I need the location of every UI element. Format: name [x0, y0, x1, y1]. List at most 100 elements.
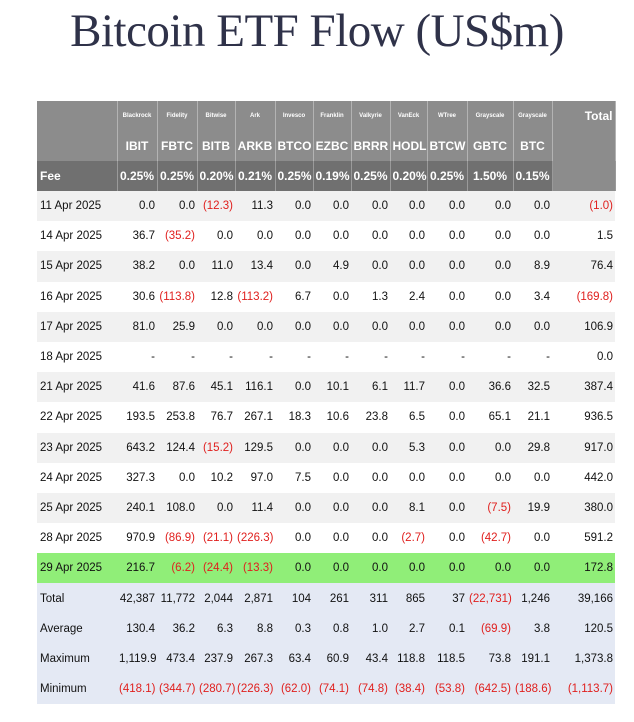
- flow-cell: -: [275, 341, 313, 373]
- stat-cell: (226.3): [235, 674, 275, 705]
- table-row: 14 Apr 2025 36.7 (35.2) 0.0 0.0 0.0 0.0 0.0 0.0 0…: [37, 221, 615, 252]
- flow-cell: 970.9: [117, 523, 157, 554]
- table-row: 23 Apr 2025 643.2 124.4 (15.2) 129.5 0.0 0.0 0.…: [37, 432, 615, 463]
- flow-cell: 0.0: [427, 492, 467, 524]
- flow-cell: 0.0: [197, 492, 235, 524]
- flow-cell: 8.1: [390, 492, 427, 524]
- flow-cell: 97.0: [235, 462, 275, 493]
- flow-cell: (42.7): [467, 523, 513, 554]
- fee-value: 0.20%: [197, 161, 236, 191]
- flow-cell: 18.3: [275, 402, 313, 433]
- flow-cell: 0.0: [313, 432, 351, 463]
- header-corner: [37, 101, 118, 131]
- flow-cell: 0.0: [351, 523, 390, 554]
- stat-cell: 865: [390, 583, 427, 614]
- flow-cell: 0.0: [467, 221, 513, 252]
- issuer-label: Fidelity: [157, 101, 198, 131]
- flow-cell: 76.7: [197, 402, 235, 433]
- stat-cell: 36.2: [157, 613, 197, 644]
- stat-cell: 63.4: [275, 643, 313, 674]
- flow-cell: 0.0: [313, 553, 351, 584]
- fee-total-blank: [552, 161, 616, 191]
- stat-cell: 261: [313, 583, 351, 614]
- flow-cell: 10.6: [313, 402, 351, 433]
- flow-cell: 3.4: [513, 281, 552, 312]
- flow-cell: 0.0: [197, 221, 235, 252]
- stat-cell: 73.8: [467, 643, 513, 674]
- stat-cell: 0.3: [275, 613, 313, 644]
- flow-cell: 87.6: [157, 372, 197, 403]
- row-total-cell: 1.5: [552, 221, 615, 252]
- fee-value: 0.20%: [390, 161, 428, 191]
- flow-cell: 81.0: [117, 311, 157, 342]
- flow-cell: 0.0: [513, 221, 552, 252]
- row-total-cell: 76.4: [552, 251, 615, 282]
- flow-cell: 0.0: [390, 311, 427, 342]
- flow-cell: 36.6: [467, 372, 513, 403]
- flow-cell: 0.0: [513, 553, 552, 584]
- stat-cell: 118.5: [427, 643, 467, 674]
- fee-value: 0.19%: [313, 161, 352, 191]
- stat-cell: 1,119.9: [117, 643, 157, 674]
- table-row: 11 Apr 2025 0.0 0.0 (12.3) 11.3 0.0 0.0 0.0 0.0 0…: [37, 191, 615, 222]
- flow-cell: 0.0: [235, 311, 275, 342]
- total-header-blank: [552, 131, 616, 161]
- flow-cell: 0.0: [275, 251, 313, 282]
- date-cell: 17 Apr 2025: [37, 311, 117, 342]
- flow-cell: 0.0: [467, 553, 513, 584]
- ticker-label: BTCW: [427, 131, 468, 161]
- flow-cell: 6.7: [275, 281, 313, 312]
- date-cell: 22 Apr 2025: [37, 402, 117, 433]
- stat-cell: 42,387: [117, 583, 157, 614]
- stat-total-cell: 39,166: [552, 583, 615, 614]
- flow-cell: 0.0: [157, 462, 197, 493]
- row-total-cell: 380.0: [552, 492, 615, 524]
- flow-cell: 0.0: [390, 221, 427, 252]
- flow-cell: 11.0: [197, 251, 235, 282]
- flow-cell: 11.3: [235, 191, 275, 222]
- table-row: 24 Apr 2025 327.3 0.0 10.2 97.0 7.5 0.0 0.0 0.0 0…: [37, 462, 615, 493]
- fee-row: Fee 0.25% 0.25% 0.20% 0.21% 0.25% 0.19% 0.25% 0.…: [37, 161, 616, 191]
- flow-cell: 8.9: [513, 251, 552, 282]
- stat-label: Minimum: [37, 674, 117, 705]
- date-cell: 15 Apr 2025: [37, 251, 117, 282]
- flow-cell: 240.1: [117, 492, 157, 524]
- flow-cell: 0.0: [275, 432, 313, 463]
- stat-cell: 37: [427, 583, 467, 614]
- stat-cell: (344.7): [157, 674, 197, 705]
- fee-value: 1.50%: [467, 161, 514, 191]
- flow-cell: 0.0: [275, 553, 313, 584]
- row-total-cell: 591.2: [552, 523, 615, 554]
- issuer-label: Ark: [235, 101, 276, 131]
- ticker-label: IBIT: [117, 131, 158, 161]
- stat-cell: 104: [275, 583, 313, 614]
- row-total-cell: 0.0: [552, 341, 615, 373]
- flow-cell: 216.7: [117, 553, 157, 584]
- flow-cell: (113.8): [157, 281, 197, 312]
- flow-cell: 6.1: [351, 372, 390, 403]
- date-cell: 25 Apr 2025: [37, 492, 117, 524]
- flow-cell: 0.0: [513, 311, 552, 342]
- table-row: 21 Apr 2025 41.6 87.6 45.1 116.1 0.0 10.1 6.1 11…: [37, 372, 615, 403]
- table-row: 22 Apr 2025 193.5 253.8 76.7 267.1 18.3 10.6 23…: [37, 402, 615, 433]
- stat-cell: 1,246: [513, 583, 552, 614]
- flow-cell: -: [351, 341, 390, 373]
- ticker-label: ARKB: [235, 131, 276, 161]
- flow-cell: 19.9: [513, 492, 552, 524]
- flow-cell: -: [235, 341, 275, 373]
- flow-cell: 0.0: [275, 492, 313, 524]
- date-cell: 21 Apr 2025: [37, 372, 117, 403]
- flow-cell: 0.0: [427, 462, 467, 493]
- fee-value: 0.25%: [275, 161, 314, 191]
- flow-cell: 0.0: [275, 372, 313, 403]
- date-cell: 29 Apr 2025: [37, 553, 117, 584]
- ticker-label: EZBC: [313, 131, 352, 161]
- flow-cell: 4.9: [313, 251, 351, 282]
- flow-cell: 32.5: [513, 372, 552, 403]
- flow-cell: (15.2): [197, 432, 235, 463]
- flow-cell: 0.0: [351, 251, 390, 282]
- table-row: 16 Apr 2025 30.6 (113.8) 12.8 (113.2) 6.7 0.0 1…: [37, 281, 615, 312]
- issuer-header-row: Blackrock Fidelity Bitwise Ark Invesco Frankl…: [37, 101, 616, 131]
- flow-cell: 0.0: [513, 523, 552, 554]
- stat-cell: 2,871: [235, 583, 275, 614]
